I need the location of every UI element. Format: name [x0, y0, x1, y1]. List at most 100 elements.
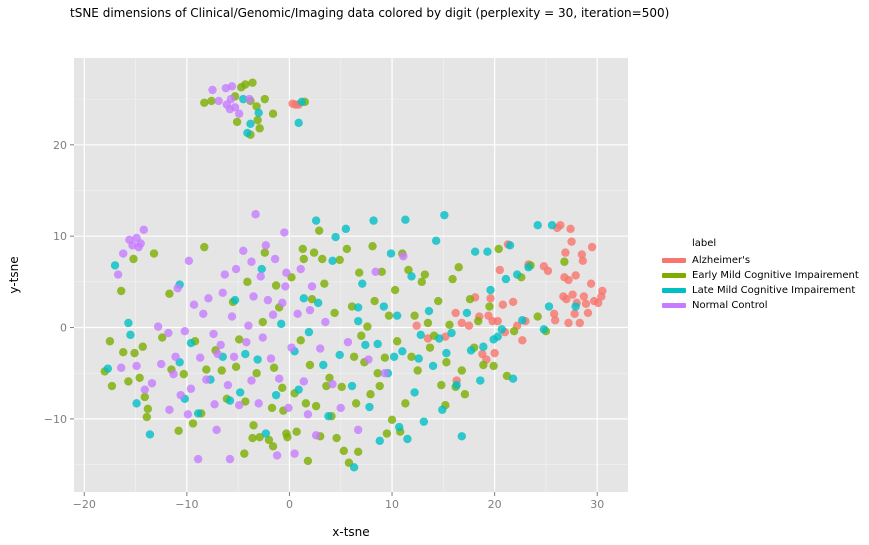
series-3 — [113, 82, 408, 464]
data-point — [299, 254, 309, 264]
data-point — [586, 279, 596, 288]
data-point — [460, 390, 470, 399]
data-point — [462, 308, 472, 318]
data-point — [282, 268, 291, 277]
data-point — [229, 352, 239, 361]
data-point — [379, 302, 389, 311]
data-point — [403, 434, 412, 444]
data-point — [243, 277, 252, 287]
data-point — [314, 226, 324, 235]
data-point — [234, 109, 244, 118]
data-point — [564, 318, 573, 328]
data-point — [193, 409, 203, 418]
data-point — [335, 255, 344, 265]
data-point — [571, 271, 580, 280]
data-point — [336, 403, 345, 413]
data-point — [564, 275, 573, 285]
data-point — [543, 266, 553, 276]
data-point — [214, 96, 223, 106]
data-point — [470, 247, 480, 256]
x-tick-label: −20 — [73, 498, 96, 511]
data-point — [324, 411, 333, 421]
data-point — [435, 334, 444, 343]
y-tick-label: −10 — [44, 413, 67, 426]
data-point — [248, 78, 257, 87]
data-point — [255, 124, 264, 133]
series-0 — [288, 99, 607, 385]
data-point — [230, 295, 240, 305]
data-point — [247, 257, 256, 266]
data-point — [246, 119, 255, 128]
x-tick-label: −10 — [175, 498, 198, 511]
data-point — [556, 221, 565, 230]
data-point — [200, 98, 209, 107]
data-point — [119, 249, 128, 258]
data-point — [307, 295, 317, 304]
data-point — [513, 270, 522, 279]
data-point — [226, 94, 236, 104]
data-point — [347, 381, 357, 391]
data-point — [107, 381, 117, 391]
data-point — [328, 256, 337, 266]
legend-title: label — [692, 238, 717, 249]
data-point — [332, 433, 341, 443]
data-point — [258, 317, 267, 327]
data-point — [252, 369, 261, 378]
data-point — [509, 326, 519, 336]
data-point — [124, 377, 133, 386]
data-point — [266, 354, 276, 363]
data-point — [132, 361, 141, 371]
data-point — [200, 242, 209, 252]
data-point — [486, 285, 495, 295]
data-point — [231, 264, 241, 274]
data-point — [320, 279, 329, 288]
data-point — [227, 82, 237, 91]
data-point — [401, 215, 410, 224]
data-point — [207, 96, 216, 106]
series-1 — [100, 78, 569, 467]
data-point — [212, 425, 221, 435]
data-point — [380, 353, 390, 362]
data-point — [188, 419, 198, 428]
data-point — [358, 279, 367, 288]
data-point — [255, 432, 264, 442]
data-point — [363, 322, 372, 331]
plot-panel — [74, 58, 628, 492]
data-point — [351, 399, 361, 408]
data-point — [476, 376, 485, 385]
data-point — [305, 305, 315, 315]
data-point — [253, 115, 262, 125]
legend-key-normal-control — [662, 303, 686, 308]
legend-key-late-mci — [662, 288, 686, 293]
data-point — [241, 80, 250, 89]
data-point — [218, 288, 227, 298]
data-point — [578, 256, 588, 266]
data-point — [495, 265, 504, 275]
data-point — [296, 336, 305, 345]
data-point — [256, 272, 265, 281]
data-point — [373, 339, 382, 349]
data-point — [337, 382, 346, 392]
data-point — [254, 399, 263, 408]
data-point — [136, 239, 145, 248]
data-point — [280, 228, 289, 237]
data-point — [518, 316, 527, 325]
data-point — [126, 330, 135, 340]
data-point — [143, 404, 153, 414]
data-point — [209, 329, 218, 339]
data-point — [116, 286, 126, 296]
axis-ticks: −20 −10 0 10 20 30 −10 0 10 20 — [44, 139, 604, 511]
data-point — [311, 431, 321, 440]
data-point — [316, 344, 325, 353]
data-point — [568, 290, 577, 299]
data-point — [304, 327, 314, 337]
data-point — [341, 224, 351, 234]
data-point — [264, 435, 274, 445]
data-point — [258, 333, 267, 342]
y-tick-label: 10 — [53, 230, 67, 243]
data-point — [550, 316, 560, 325]
data-point — [434, 296, 443, 306]
data-point — [195, 353, 205, 362]
data-point — [508, 297, 518, 307]
data-point — [464, 321, 474, 330]
